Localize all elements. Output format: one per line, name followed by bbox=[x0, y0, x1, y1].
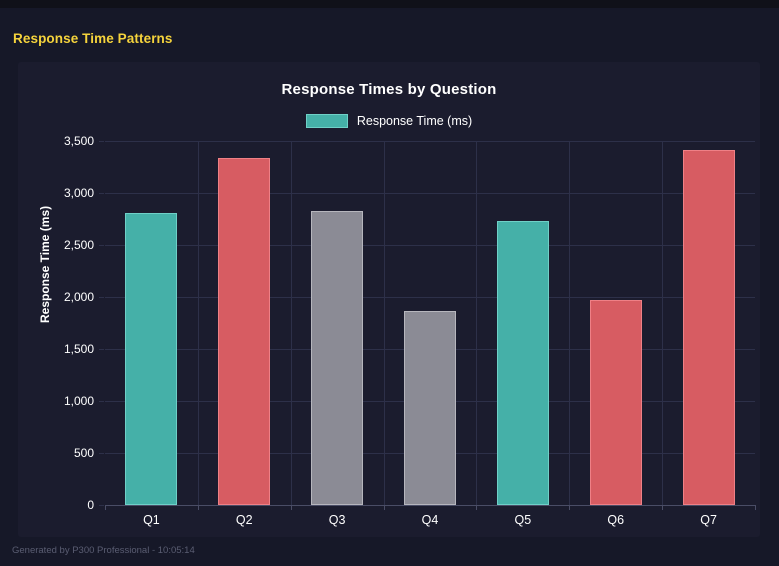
y-axis-tick-label: 1,000 bbox=[63, 394, 94, 408]
x-axis-tick-mark bbox=[290, 505, 292, 510]
x-axis-tick-mark bbox=[197, 505, 199, 510]
y-axis-tick-label: 2,000 bbox=[63, 290, 94, 304]
y-axis-tick-label: 500 bbox=[73, 446, 94, 460]
x-axis-tick-mark bbox=[383, 505, 385, 510]
bar-q3[interactable] bbox=[311, 211, 364, 505]
y-axis-tick-mark bbox=[99, 297, 104, 298]
y-axis-tick-mark bbox=[99, 245, 104, 246]
legend-label-response-time: Response Time (ms) bbox=[356, 114, 473, 128]
vertical-gridline bbox=[197, 141, 199, 505]
y-axis-tick-label: 2,500 bbox=[63, 238, 94, 252]
x-axis-tick-label: Q3 bbox=[328, 513, 346, 527]
x-axis-tick-mark bbox=[569, 505, 571, 510]
legend-swatch-response-time bbox=[305, 114, 348, 128]
footer-text: Generated by P300 Professional - 10:05:1… bbox=[12, 545, 195, 556]
top-strip bbox=[0, 0, 779, 8]
gridline bbox=[105, 193, 755, 194]
x-axis-tick-label: Q7 bbox=[700, 513, 717, 527]
y-axis-tick-label: 3,500 bbox=[63, 134, 94, 148]
vertical-gridline bbox=[476, 141, 478, 505]
chart-legend: Response Time (ms) bbox=[18, 114, 760, 128]
bar-group: Q7 bbox=[662, 141, 755, 527]
bar-group: Q6 bbox=[569, 141, 662, 527]
gridline bbox=[105, 297, 755, 298]
y-axis-tick-mark bbox=[99, 401, 104, 402]
bar-group: Q4 bbox=[384, 141, 477, 527]
bar-group: Q1 bbox=[105, 141, 198, 527]
vertical-gridline bbox=[569, 141, 571, 505]
bar-group: Q2 bbox=[198, 141, 291, 527]
x-axis-tick-label: Q4 bbox=[421, 513, 439, 527]
vertical-gridline bbox=[662, 141, 664, 505]
bar-q5[interactable] bbox=[496, 221, 549, 505]
x-axis-tick-label: Q5 bbox=[514, 513, 532, 527]
x-axis-tick-mark bbox=[662, 505, 664, 510]
x-axis-tick-label: Q2 bbox=[235, 513, 253, 527]
x-axis-tick-mark bbox=[755, 505, 756, 510]
y-axis-tick-label: 1,500 bbox=[63, 342, 94, 356]
bar-q7[interactable] bbox=[682, 150, 735, 505]
x-axis-tick-mark bbox=[476, 505, 478, 510]
bar-group: Q5 bbox=[476, 141, 569, 527]
x-axis-tick-label: Q6 bbox=[607, 513, 625, 527]
y-axis-tick-mark bbox=[99, 193, 104, 194]
vertical-gridline bbox=[383, 141, 385, 505]
y-axis-tick-mark bbox=[99, 505, 104, 506]
vertical-gridline bbox=[290, 141, 292, 505]
plot-area: 0 500 1,000 1,500 2,000 2,500 3,000 3,500 Q1 Q2 Q… bbox=[64, 134, 756, 527]
bar-q4[interactable] bbox=[403, 310, 456, 505]
y-axis-tick-mark bbox=[99, 349, 104, 350]
chart-panel: Response Times by Question Response Time… bbox=[18, 62, 760, 537]
bar-q6[interactable] bbox=[589, 299, 642, 505]
x-axis-tick-mark bbox=[105, 505, 106, 510]
chart-title: Response Times by Question bbox=[281, 81, 497, 98]
y-axis-title: Response Time (ms) bbox=[38, 205, 52, 323]
bar-series-response-time: Q1 Q2 Q3 Q4 Q5 Q6 Q7 bbox=[105, 141, 755, 527]
bar-q2[interactable] bbox=[218, 157, 271, 505]
x-axis-line bbox=[105, 505, 755, 506]
y-axis-tick-label: 3,000 bbox=[63, 186, 94, 200]
bar-q1[interactable] bbox=[125, 212, 178, 505]
x-axis-tick-label: Q1 bbox=[143, 513, 160, 527]
y-axis-tick-mark bbox=[99, 453, 104, 454]
y-axis-tick-mark bbox=[99, 141, 104, 142]
gridline bbox=[105, 245, 755, 246]
page-title: Response Time Patterns bbox=[13, 31, 173, 46]
bar-group: Q3 bbox=[291, 141, 384, 527]
y-axis-tick-label: 0 bbox=[87, 498, 94, 512]
gridline bbox=[105, 141, 755, 142]
